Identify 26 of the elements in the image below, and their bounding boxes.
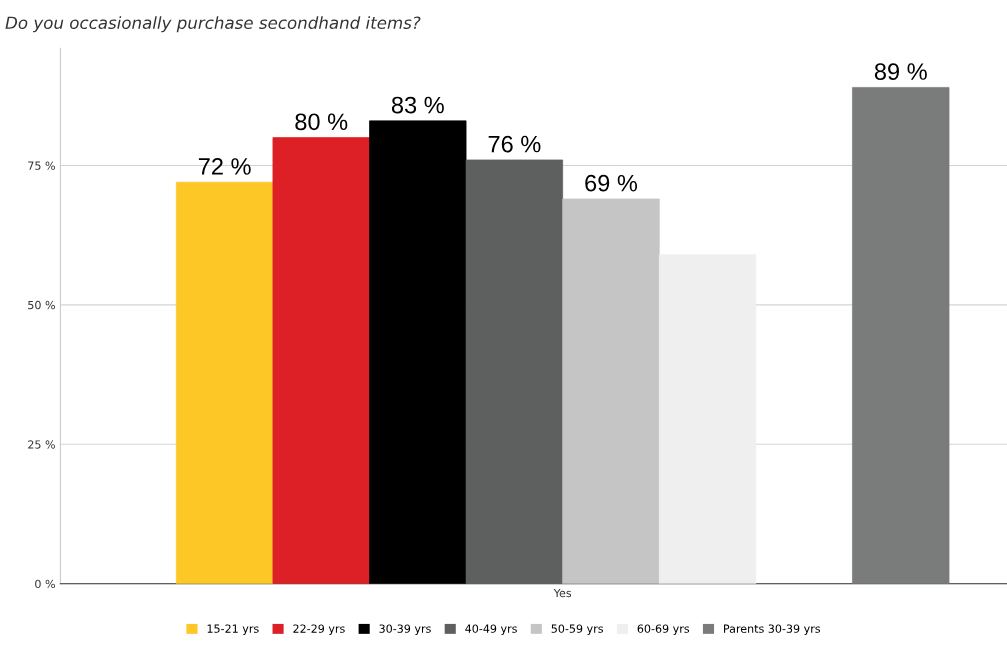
data-label: 72 % [198,158,251,175]
x-tick-label: Yes [553,588,572,598]
bar [852,87,950,584]
data-label: 80 % [295,113,348,131]
bar [465,159,564,584]
legend-label: 30-39 yrs [379,624,431,635]
y-tick-label: 0 % [35,579,55,589]
data-label: 76 % [488,135,541,153]
data-label: 69 % [585,174,638,192]
legend-label: Parents 30-39 yrs [724,624,821,635]
legend-label: 50-59 yrs [551,624,603,635]
y-tick-label: 75 % [28,161,55,170]
y-tick-label: 50 % [28,300,55,310]
data-label: 89 % [874,63,927,80]
bar [369,120,467,584]
legend-label: 40-49 yrs [465,624,517,635]
data-label: 83 % [391,96,444,114]
chart-title: Do you occasionally purchase secondhand items? [5,16,421,33]
bar [272,137,370,584]
bar [175,181,274,584]
bar [658,254,757,584]
legend-label: 22-29 yrs [293,624,345,635]
legend-label: 60-69 yrs [637,624,690,635]
bar [562,198,660,584]
legend-label: 15-21 yrs [207,624,259,635]
y-tick-label: 25 % [28,440,55,449]
